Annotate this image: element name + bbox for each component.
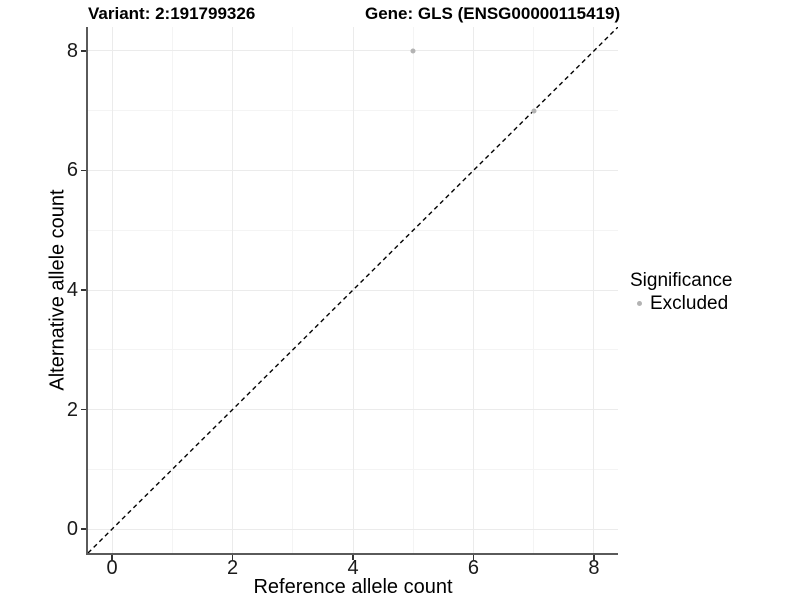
- data-point: [531, 108, 537, 114]
- legend-item-excluded: Excluded: [630, 292, 732, 315]
- x-tick-label: 6: [467, 557, 480, 579]
- y-axis-tick: [81, 50, 86, 52]
- y-major-gridline: [88, 528, 618, 530]
- y-tick-label: 8: [66, 39, 78, 62]
- y-axis-tick: [81, 289, 86, 291]
- y-major-gridline: [88, 169, 618, 171]
- y-tick-label: 0: [66, 518, 78, 541]
- gene-title: Gene: GLS (ENSG00000115419): [365, 4, 621, 23]
- x-tick-label: 4: [347, 557, 359, 579]
- identity-line: [88, 27, 618, 553]
- legend-item-label: Excluded: [650, 293, 729, 314]
- y-axis-line: [86, 27, 88, 555]
- x-tick-label: 8: [588, 557, 600, 579]
- x-axis-tick: [231, 555, 234, 560]
- x-axis-title: Reference allele count: [253, 576, 453, 598]
- x-axis-tick: [593, 555, 595, 560]
- y-tick-label: 4: [66, 279, 78, 301]
- x-tick-label: 2: [226, 557, 239, 579]
- y-axis-tick: [81, 528, 86, 530]
- legend: Significance Excluded: [630, 269, 732, 315]
- x-axis-tick: [352, 555, 354, 560]
- excluded-point-icon: [637, 301, 642, 306]
- y-tick-label: 6: [66, 159, 78, 182]
- data-point: [410, 48, 416, 54]
- y-major-gridline: [88, 289, 618, 291]
- x-tick-label: 0: [106, 557, 118, 579]
- y-tick-label: 2: [66, 398, 78, 421]
- y-axis-tick: [81, 408, 86, 411]
- x-axis-line: [86, 553, 618, 555]
- variant-title: Variant: 2:191799326: [88, 4, 256, 23]
- x-axis-tick: [111, 555, 113, 560]
- legend-title: Significance: [630, 270, 733, 291]
- y-major-gridline: [88, 409, 618, 411]
- x-axis-tick: [472, 555, 475, 560]
- y-axis-tick: [81, 169, 86, 172]
- y-major-gridline: [88, 50, 618, 52]
- plot-panel: [88, 27, 618, 553]
